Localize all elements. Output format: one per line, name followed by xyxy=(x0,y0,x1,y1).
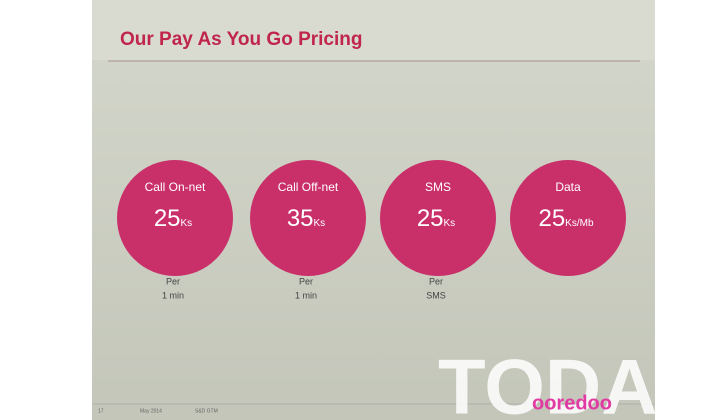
price-unit: Ks/Mb xyxy=(565,218,594,229)
item-note: SMS xyxy=(426,290,446,300)
item-note: Per xyxy=(166,276,180,286)
price-unit: Ks xyxy=(314,218,326,229)
item-note: 1 min xyxy=(162,290,184,300)
item-note: Per xyxy=(299,276,313,286)
price-circle xyxy=(250,160,366,276)
price-value: 25 xyxy=(154,205,181,232)
item-note: Per xyxy=(429,276,443,286)
item-label: Data xyxy=(555,180,581,194)
footer-dept: S&D GTM xyxy=(195,408,218,414)
price: 35Ks xyxy=(287,205,325,232)
price-circle xyxy=(510,160,626,276)
title-band xyxy=(92,0,655,60)
price: 25Ks xyxy=(154,205,192,232)
logo: ooredoo xyxy=(532,392,612,414)
item-note: 1 min xyxy=(295,290,317,300)
footer-page: 17 xyxy=(98,408,104,414)
price-unit: Ks xyxy=(444,218,456,229)
price-value: 25 xyxy=(538,205,565,232)
price-unit: Ks xyxy=(181,218,193,229)
price-value: 25 xyxy=(417,205,444,232)
price-value: 35 xyxy=(287,205,314,232)
watermark: TODA xyxy=(438,343,658,420)
price: 25Ks xyxy=(417,205,455,232)
price: 25Ks/Mb xyxy=(538,205,593,232)
item-label: Call Off-net xyxy=(278,180,339,194)
item-label: Call On-net xyxy=(145,180,206,194)
item-label: SMS xyxy=(425,180,451,194)
footer-date: May 2014 xyxy=(140,408,162,414)
slide-title: Our Pay As You Go Pricing xyxy=(120,29,362,50)
price-circle xyxy=(117,160,233,276)
price-circle xyxy=(380,160,496,276)
